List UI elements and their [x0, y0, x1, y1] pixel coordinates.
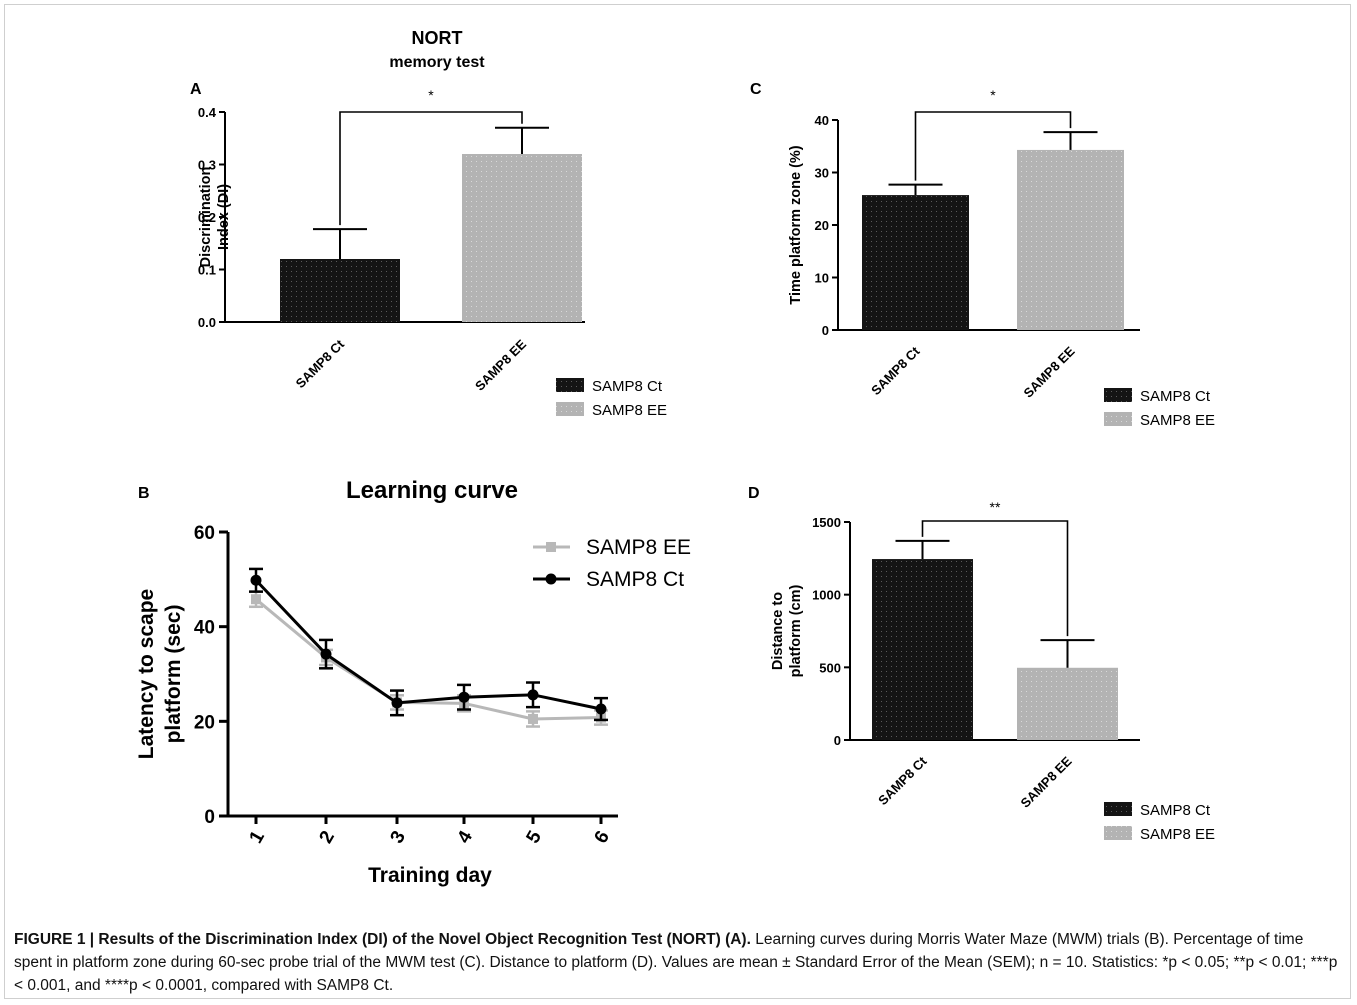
bar-samp8-ee — [1017, 149, 1124, 330]
y-axis-label-line1: Distance to — [770, 592, 786, 670]
x-tick-label: SAMP8 EE — [1018, 753, 1075, 810]
legend-label: SAMP8 EE — [1140, 826, 1215, 843]
significance-bracket — [914, 111, 1072, 181]
y-tick-label: 20 — [194, 712, 215, 733]
series-line — [255, 598, 602, 721]
y-tick-label: 0.3 — [198, 158, 216, 173]
data-point — [251, 594, 261, 605]
series-samp8-ct: SAMP8 Ct — [249, 567, 684, 722]
data-point — [528, 713, 538, 724]
x-tick-label: 1 — [245, 827, 269, 847]
panel-letter-b: B — [138, 485, 150, 502]
panel-d: D 0 500 1000 1500 Distance to platform (cm) SAM… — [748, 485, 1215, 843]
panel-c: C 0 10 20 30 40 Time platform zone (%) SAMP8 Ct… — [750, 81, 1215, 429]
panel-letter-d: D — [748, 485, 760, 502]
x-tick-label: 6 — [590, 827, 613, 847]
y-tick-label: 0 — [822, 323, 829, 338]
legend-marker — [546, 542, 556, 552]
y-axis-label-line2: platform (cm) — [788, 585, 804, 678]
bar-samp8-ct — [862, 195, 969, 330]
data-point — [320, 648, 332, 660]
data-point — [391, 697, 403, 709]
bar-samp8-ee — [462, 154, 582, 322]
chart-title: NORT — [412, 28, 463, 48]
figure-caption: FIGURE 1 | Results of the Discrimination… — [14, 928, 1344, 997]
legend-swatch — [1104, 412, 1132, 426]
legend-label: SAMP8 EE — [1140, 412, 1215, 429]
y-tick-label: 0.1 — [198, 263, 216, 278]
significance-label: * — [428, 87, 434, 103]
legend-label: SAMP8 Ct — [592, 378, 663, 395]
y-axis-label-line1: Latency to scape — [135, 589, 158, 759]
y-tick-label: 0.0 — [198, 315, 216, 330]
data-point — [595, 703, 607, 715]
y-tick-label: 0.4 — [198, 105, 217, 120]
legend-swatch — [1104, 802, 1132, 816]
legend-swatch — [1104, 826, 1132, 840]
y-tick-label: 40 — [194, 618, 215, 639]
y-tick-label: 60 — [194, 523, 215, 544]
legend-label: SAMP8 Ct — [1140, 802, 1211, 819]
y-axis-label: Time platform zone (%) — [788, 145, 804, 304]
x-tick-label: 2 — [315, 827, 338, 847]
y-tick-label: 0.2 — [198, 210, 216, 225]
y-tick-label: 1500 — [812, 515, 841, 530]
panel-b: B Learning curve 0 20 40 60 1 2 3 4 5 6 Training day… — [135, 477, 691, 887]
x-tick-label: SAMP8 EE — [472, 336, 529, 393]
x-tick-label: 5 — [522, 827, 546, 847]
legend-label: SAMP8 EE — [586, 536, 691, 559]
legend-swatch — [1104, 388, 1132, 402]
panel-letter-a: A — [190, 81, 202, 98]
bar-samp8-ct — [280, 259, 400, 322]
y-tick-label: 30 — [815, 166, 829, 181]
figure-frame — [4, 4, 1351, 999]
data-point — [458, 691, 470, 703]
y-tick-label: 500 — [819, 660, 841, 675]
significance-bracket — [339, 111, 523, 226]
legend-label: SAMP8 Ct — [586, 568, 684, 591]
panel-letter-c: C — [750, 81, 762, 98]
y-axis-label-line1: Discrimination — [198, 167, 214, 268]
caption-lead: FIGURE 1 | Results of the Discrimination… — [14, 931, 751, 948]
y-axis-label-line2: Index (DI) — [216, 184, 232, 250]
x-axis-label: Training day — [368, 864, 492, 887]
data-point — [527, 689, 539, 701]
y-tick-label: 10 — [815, 271, 829, 286]
x-tick-label: 4 — [453, 827, 477, 847]
chart-subtitle: memory test — [389, 54, 485, 71]
caption-body: Learning curves during Morris Water Maze… — [14, 931, 1338, 994]
y-tick-label: 1000 — [812, 588, 841, 603]
legend-swatch — [556, 378, 584, 392]
significance-label: * — [990, 87, 996, 103]
chart-title: Learning curve — [346, 477, 518, 504]
legend-label: SAMP8 EE — [592, 402, 667, 419]
y-tick-label: 0 — [834, 733, 841, 748]
x-tick-label: SAMP8 Ct — [293, 336, 348, 391]
bar-samp8-ct — [872, 559, 973, 740]
significance-bracket — [921, 520, 1069, 637]
y-tick-label: 40 — [815, 113, 829, 128]
y-tick-label: 20 — [815, 218, 829, 233]
x-tick-label: 3 — [386, 827, 409, 847]
series-line — [254, 579, 602, 711]
legend-swatch — [556, 402, 584, 416]
x-tick-label: SAMP8 EE — [1021, 343, 1078, 400]
panel-a: A NORT memory test 0.0 0.1 0.2 0.3 0.4 Discrimin… — [190, 28, 667, 419]
y-axis-label-line2: platform (sec) — [162, 605, 185, 744]
significance-label: ** — [990, 499, 1001, 515]
figure-canvas: A NORT memory test 0.0 0.1 0.2 0.3 0.4 Discrimin… — [135, 28, 1215, 887]
x-tick-label: SAMP8 Ct — [875, 753, 930, 808]
data-point — [250, 574, 262, 586]
x-tick-label: SAMP8 Ct — [868, 343, 923, 398]
legend-marker — [545, 573, 557, 585]
y-tick-label: 0 — [204, 807, 215, 828]
bar-samp8-ee — [1017, 667, 1118, 740]
legend-label: SAMP8 Ct — [1140, 388, 1211, 405]
